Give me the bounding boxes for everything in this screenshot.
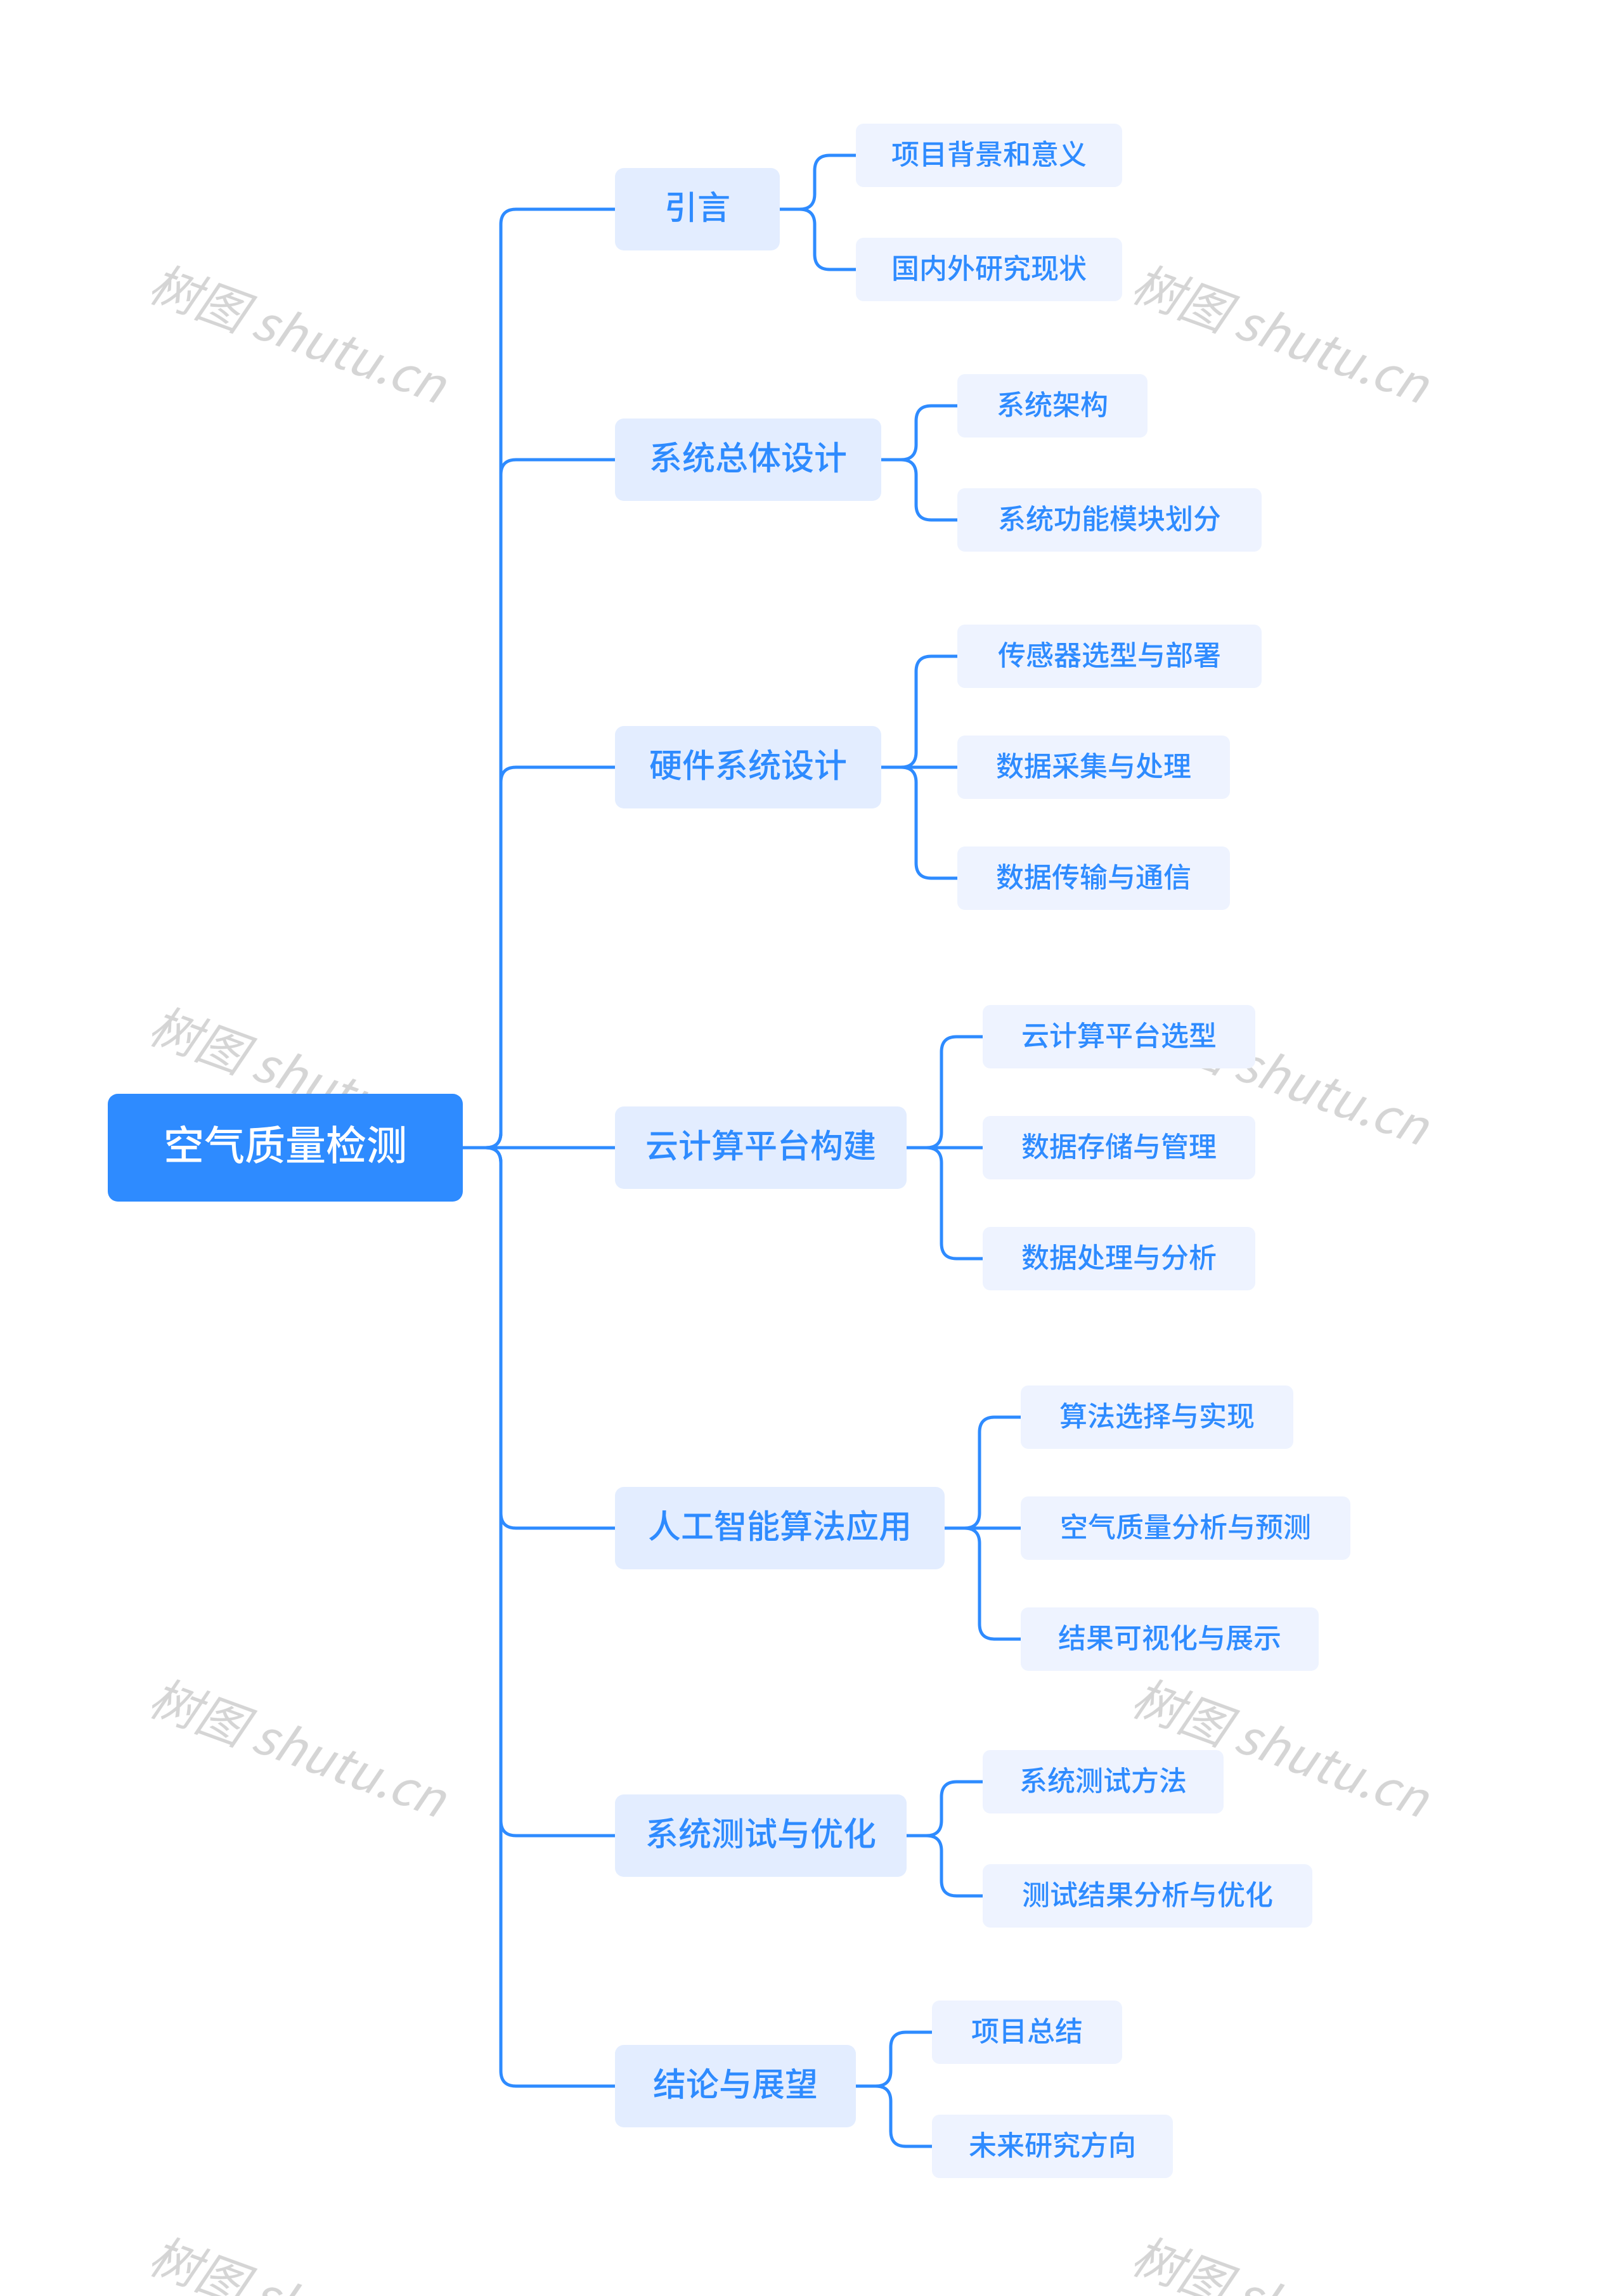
leaf-1-0[interactable]: 系统架构	[957, 374, 1148, 438]
leaf-1-1[interactable]: 系统功能模块划分	[957, 488, 1262, 552]
leaf-0-1-label: 国内外研究现状	[891, 246, 1087, 287]
branch-3-label: 云计算平台构建	[645, 1120, 876, 1167]
leaf-3-2-label: 数据处理与分析	[1021, 1235, 1217, 1276]
branch-4-label: 人工智能算法应用	[648, 1500, 912, 1548]
leaf-0-0-label: 项目背景和意义	[891, 132, 1087, 172]
leaf-5-1-label: 测试结果分析与优化	[1022, 1872, 1273, 1913]
leaf-4-0-label: 算法选择与实现	[1059, 1394, 1255, 1434]
leaf-0-1[interactable]: 国内外研究现状	[856, 238, 1122, 301]
leaf-6-0[interactable]: 项目总结	[932, 2001, 1122, 2064]
leaf-3-1-label: 数据存储与管理	[1021, 1124, 1217, 1165]
branch-2[interactable]: 硬件系统设计	[615, 726, 881, 808]
branch-6-label: 结论与展望	[653, 2058, 818, 2106]
leaf-2-2[interactable]: 数据传输与通信	[957, 846, 1230, 910]
leaf-3-0[interactable]: 云计算平台选型	[983, 1005, 1255, 1068]
root-node-label: 空气质量检测	[164, 1113, 407, 1172]
branch-1[interactable]: 系统总体设计	[615, 418, 881, 501]
leaf-5-1[interactable]: 测试结果分析与优化	[983, 1864, 1312, 1928]
leaf-1-1-label: 系统功能模块划分	[998, 496, 1221, 537]
leaf-4-1-label: 空气质量分析与预测	[1060, 1505, 1311, 1545]
leaf-3-2[interactable]: 数据处理与分析	[983, 1227, 1255, 1290]
leaf-6-1-label: 未来研究方向	[969, 2123, 1136, 2163]
branch-0[interactable]: 引言	[615, 168, 780, 250]
leaf-4-2-label: 结果可视化与展示	[1058, 1616, 1281, 1656]
leaf-4-2[interactable]: 结果可视化与展示	[1021, 1607, 1319, 1671]
branch-3[interactable]: 云计算平台构建	[615, 1106, 907, 1189]
branch-6[interactable]: 结论与展望	[615, 2045, 856, 2127]
leaf-6-0-label: 项目总结	[971, 2009, 1083, 2049]
leaf-2-1[interactable]: 数据采集与处理	[957, 736, 1230, 799]
leaf-0-0[interactable]: 项目背景和意义	[856, 124, 1122, 187]
leaf-4-1[interactable]: 空气质量分析与预测	[1021, 1496, 1350, 1560]
leaf-2-0-label: 传感器选型与部署	[998, 633, 1221, 673]
branch-0-label: 引言	[664, 181, 730, 229]
mindmap-stage: 树图 shutu.cn树图 shutu.cn树图 shutu.cn树图 shut…	[0, 0, 1623, 2296]
leaf-1-0-label: 系统架构	[997, 382, 1108, 423]
leaf-3-0-label: 云计算平台选型	[1021, 1013, 1217, 1054]
branch-5[interactable]: 系统测试与优化	[615, 1794, 907, 1877]
leaf-3-1[interactable]: 数据存储与管理	[983, 1116, 1255, 1179]
branch-1-label: 系统总体设计	[649, 432, 847, 479]
leaf-5-0[interactable]: 系统测试方法	[983, 1750, 1224, 1813]
branch-4[interactable]: 人工智能算法应用	[615, 1487, 945, 1569]
leaf-2-1-label: 数据采集与处理	[996, 744, 1191, 784]
leaf-5-0-label: 系统测试方法	[1019, 1758, 1187, 1799]
root-node[interactable]: 空气质量检测	[108, 1094, 463, 1202]
leaf-4-0[interactable]: 算法选择与实现	[1021, 1385, 1293, 1449]
leaf-2-2-label: 数据传输与通信	[996, 855, 1191, 895]
leaf-2-0[interactable]: 传感器选型与部署	[957, 625, 1262, 688]
leaf-6-1[interactable]: 未来研究方向	[932, 2115, 1173, 2178]
branch-2-label: 硬件系统设计	[649, 739, 847, 787]
branch-5-label: 系统测试与优化	[645, 1808, 876, 1855]
